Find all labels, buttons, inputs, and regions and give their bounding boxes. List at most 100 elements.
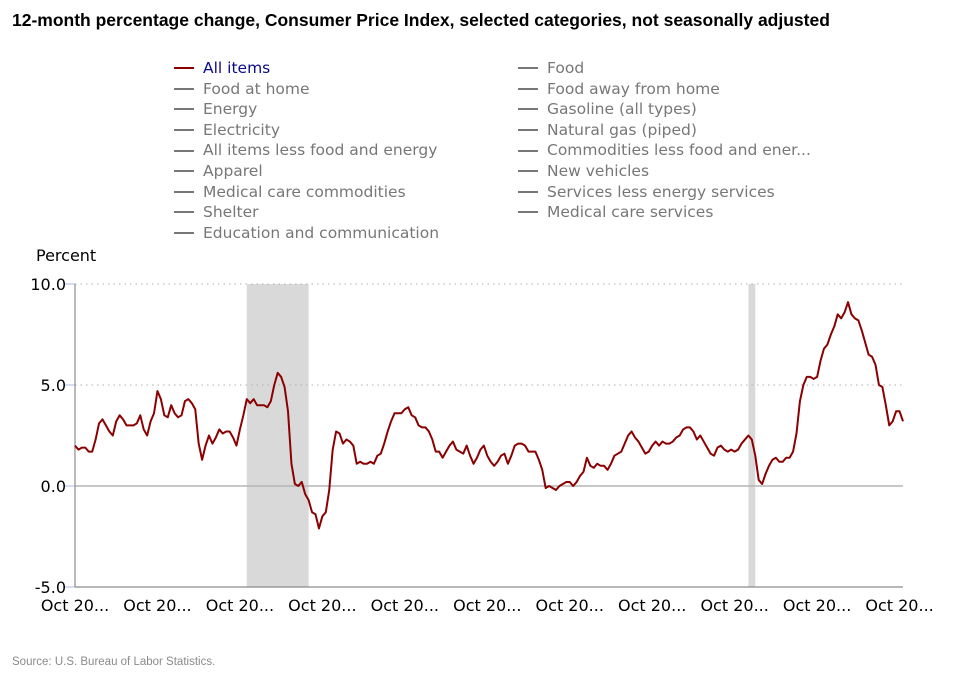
data-point — [867, 354, 869, 356]
legend-label: All items less food and energy — [203, 141, 438, 160]
legend-label: Commodities less food and ener... — [547, 141, 811, 160]
data-point — [132, 424, 134, 426]
data-point — [115, 420, 117, 422]
legend-item-shelter[interactable]: Shelter — [174, 202, 439, 223]
data-point — [122, 418, 124, 420]
x-tick-label: Oct 20... — [453, 596, 521, 615]
data-point — [476, 457, 478, 459]
data-point — [143, 428, 145, 430]
data-point — [462, 452, 464, 454]
data-point — [812, 378, 814, 380]
data-point — [816, 376, 818, 378]
data-point — [448, 444, 450, 446]
legend-item-electricity[interactable]: Electricity — [174, 120, 439, 141]
data-point — [88, 450, 90, 452]
data-point — [129, 424, 131, 426]
legend-label: New vehicles — [547, 161, 650, 180]
data-point — [400, 412, 402, 414]
data-point — [369, 461, 371, 463]
data-point — [397, 412, 399, 414]
data-point — [411, 414, 413, 416]
data-point — [393, 412, 395, 414]
legend-item-all-items-less-food-and-energy[interactable]: All items less food and energy — [174, 140, 439, 161]
data-point — [338, 432, 340, 434]
data-point — [472, 463, 474, 465]
data-point — [94, 438, 96, 440]
data-point — [589, 465, 591, 467]
data-point — [318, 527, 320, 529]
legend-item-energy[interactable]: Energy — [174, 99, 439, 120]
legend-line-icon — [518, 87, 538, 90]
data-point — [627, 434, 629, 436]
data-point — [524, 444, 526, 446]
chart-title: 12-month percentage change, Consumer Pri… — [12, 10, 830, 30]
data-point — [201, 459, 203, 461]
legend-line-icon — [174, 190, 194, 193]
x-tick-label: Oct 20... — [206, 596, 274, 615]
data-point — [531, 450, 533, 452]
legend-line-icon — [518, 211, 538, 214]
legend-item-all-items[interactable]: All items — [174, 58, 439, 79]
legend-line-icon — [174, 129, 194, 132]
data-point — [283, 386, 285, 388]
data-point — [878, 384, 880, 386]
legend-item-services-less-energy-services[interactable]: Services less energy services — [518, 182, 811, 203]
data-point — [751, 438, 753, 440]
legend-item-medical-care-services[interactable]: Medical care services — [518, 202, 811, 223]
x-tick-label: Oct 20... — [865, 596, 933, 615]
data-point — [599, 465, 601, 467]
data-point — [307, 499, 309, 501]
data-point — [211, 442, 213, 444]
data-point — [431, 438, 433, 440]
legend-line-icon — [518, 67, 538, 70]
data-point — [345, 438, 347, 440]
legend-item-medical-care-commodities[interactable]: Medical care commodities — [174, 182, 439, 203]
data-point — [356, 463, 358, 465]
data-point — [610, 463, 612, 465]
legend-item-apparel[interactable]: Apparel — [174, 161, 439, 182]
legend-item-natural-gas-piped[interactable]: Natural gas (piped) — [518, 120, 811, 141]
legend-item-food-at-home[interactable]: Food at home — [174, 79, 439, 100]
legend-item-food[interactable]: Food — [518, 58, 811, 79]
data-point — [665, 442, 667, 444]
data-point — [737, 448, 739, 450]
data-point — [328, 489, 330, 491]
data-point — [225, 430, 227, 432]
legend-item-gasoline-all-types[interactable]: Gasoline (all types) — [518, 99, 811, 120]
legend-label: Food at home — [203, 79, 310, 98]
x-tick-label: Oct 20... — [783, 596, 851, 615]
data-point — [624, 442, 626, 444]
x-tick-label: Oct 20... — [371, 596, 439, 615]
data-point — [826, 343, 828, 345]
legend-item-education-and-communication[interactable]: Education and communication — [174, 223, 439, 244]
data-point — [249, 402, 251, 404]
data-point — [895, 410, 897, 412]
data-point — [593, 467, 595, 469]
data-point — [465, 444, 467, 446]
y-tick-label: -5.0 — [35, 578, 66, 597]
data-point — [208, 434, 210, 436]
data-point — [562, 483, 564, 485]
data-point — [840, 317, 842, 319]
data-point — [520, 442, 522, 444]
data-point — [163, 414, 165, 416]
data-point — [311, 511, 313, 513]
data-point — [740, 442, 742, 444]
legend-label: Gasoline (all types) — [547, 100, 697, 119]
data-point — [596, 463, 598, 465]
data-point — [768, 465, 770, 467]
data-point — [445, 450, 447, 452]
legend-item-commodities-less-food-and-ener[interactable]: Commodities less food and ener... — [518, 140, 811, 161]
data-point — [108, 430, 110, 432]
data-point — [730, 448, 732, 450]
legend-item-food-away-from-home[interactable]: Food away from home — [518, 79, 811, 100]
data-point — [733, 450, 735, 452]
y-tick-label: 5.0 — [41, 376, 66, 395]
legend-item-new-vehicles[interactable]: New vehicles — [518, 161, 811, 182]
data-point — [297, 485, 299, 487]
y-tick-label: 10.0 — [30, 275, 66, 294]
data-point — [654, 440, 656, 442]
data-point — [703, 440, 705, 442]
data-point — [314, 513, 316, 515]
